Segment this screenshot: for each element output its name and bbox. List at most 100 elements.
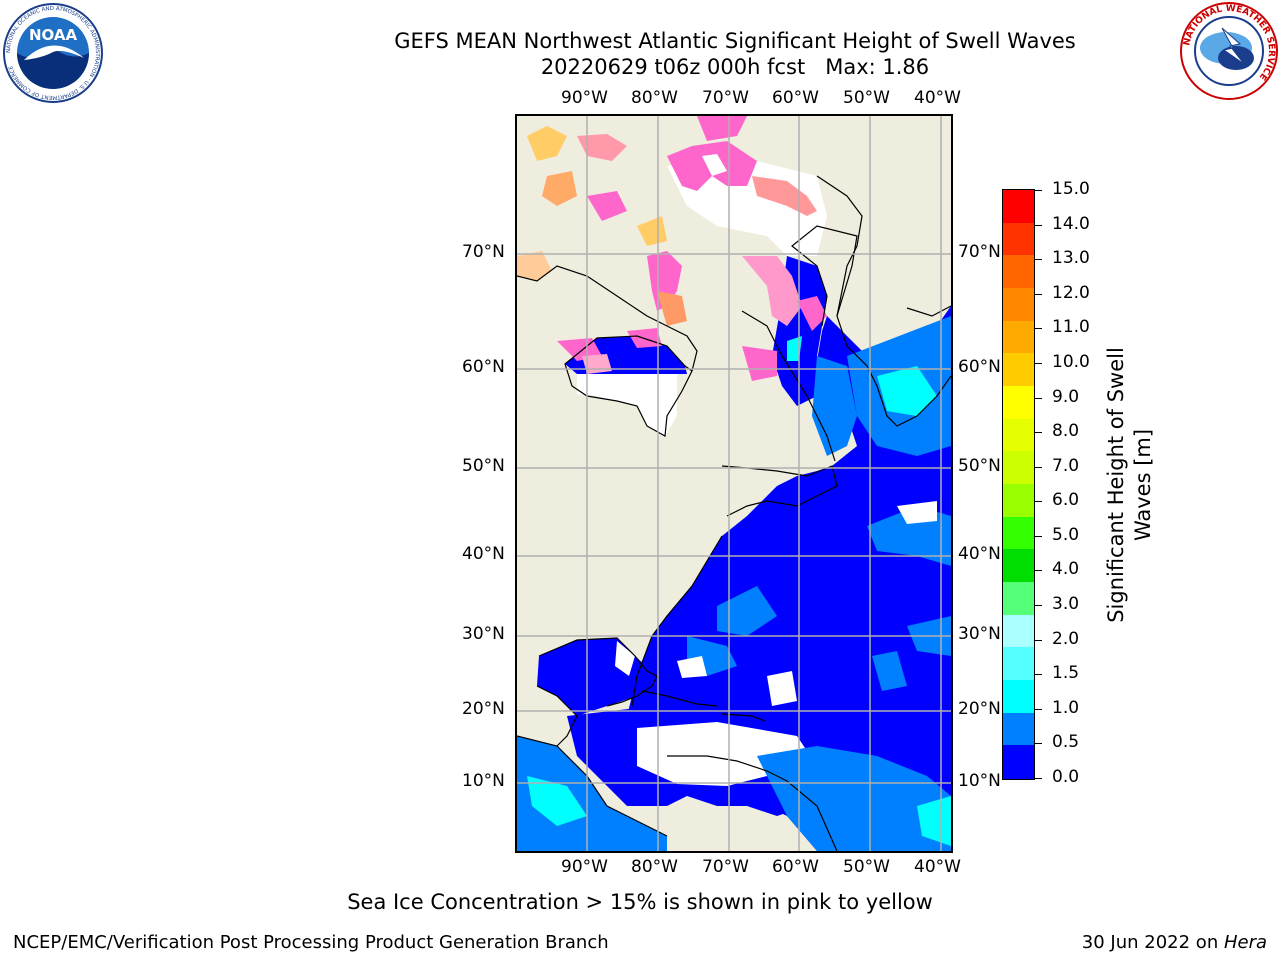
lat-label-right: 60°N	[958, 357, 1001, 377]
colorbar-cell	[1003, 386, 1034, 420]
lat-label-left: 70°N	[462, 242, 505, 262]
colorbar	[1002, 189, 1035, 780]
colorbar-tick-mark	[1034, 397, 1042, 399]
swell-height-map	[517, 116, 951, 851]
lon-label-bottom: 60°W	[772, 857, 819, 877]
colorbar-cell	[1003, 190, 1034, 224]
colorbar-tick-mark	[1034, 259, 1042, 261]
colorbar-tick-label: 1.0	[1052, 697, 1080, 718]
svg-text:NOAA: NOAA	[29, 26, 78, 44]
colorbar-cell	[1003, 288, 1034, 322]
colorbar-tick-label: 6.0	[1052, 490, 1080, 511]
swell-patch-high	[917, 796, 951, 846]
sea-ice	[702, 154, 727, 176]
colorbar-label: Significant Height of Swell Waves [m]	[1103, 347, 1157, 623]
colorbar-tick-label: 9.0	[1052, 386, 1080, 407]
colorbar-tick-label: 5.0	[1052, 524, 1080, 545]
chart-title: GEFS MEAN Northwest Atlantic Significant…	[394, 29, 1076, 53]
colorbar-tick-label: 7.0	[1052, 455, 1080, 476]
colorbar-cell	[1003, 516, 1034, 550]
noaa-logo: NOAA NATIONAL OCEANIC AND ATMOSPHERIC AD…	[2, 2, 104, 104]
sea-ice	[742, 346, 777, 381]
colorbar-cell	[1003, 582, 1034, 616]
lon-label-bottom: 80°W	[631, 857, 678, 877]
lat-label-right: 40°N	[958, 544, 1001, 564]
colorbar-cell	[1003, 451, 1034, 485]
sea-ice	[637, 216, 667, 246]
colorbar-tick-mark	[1034, 570, 1042, 572]
lat-label-right: 10°N	[958, 771, 1001, 791]
lon-label-top: 60°W	[772, 88, 819, 108]
calm-patch	[897, 501, 937, 524]
colorbar-tick-label: 2.0	[1052, 628, 1080, 649]
colorbar-tick-label: 8.0	[1052, 421, 1080, 442]
footer-branch: NCEP/EMC/Verification Post Processing Pr…	[13, 932, 609, 953]
lon-label-bottom: 70°W	[702, 857, 749, 877]
sea-ice	[517, 251, 552, 281]
sea-ice-note: Sea Ice Concentration > 15% is shown in …	[347, 890, 933, 914]
colorbar-tick-mark	[1034, 432, 1042, 434]
colorbar-tick-label: 12.0	[1052, 282, 1090, 303]
footer-date-text: 30 Jun 2022 on	[1081, 932, 1224, 953]
lon-label-top: 80°W	[631, 88, 678, 108]
lat-label-left: 10°N	[462, 771, 505, 791]
colorbar-tick-mark	[1034, 328, 1042, 330]
colorbar-tick-mark	[1034, 708, 1042, 710]
lon-label-bottom: 50°W	[843, 857, 890, 877]
coastlines	[517, 175, 951, 851]
colorbar-cell	[1003, 647, 1034, 681]
footer-date: 30 Jun 2022 on Hera	[1082, 932, 1267, 953]
lon-label-top: 50°W	[843, 88, 890, 108]
colorbar-tick-label: 4.0	[1052, 559, 1080, 580]
sea-ice	[587, 191, 627, 221]
nws-logo: NATIONAL WEATHER SERVICE	[1178, 0, 1280, 102]
pacific-higher	[527, 776, 587, 826]
sea-ice	[527, 126, 567, 161]
sea-ice	[542, 171, 577, 206]
lon-label-top: 90°W	[561, 88, 608, 108]
lat-label-right: 70°N	[958, 242, 1001, 262]
colorbar-tick-label: 14.0	[1052, 213, 1090, 234]
lon-label-top: 70°W	[702, 88, 749, 108]
swell-patch-high	[877, 366, 937, 416]
colorbar-cell	[1003, 680, 1034, 714]
colorbar-tick-mark	[1034, 535, 1042, 537]
colorbar-tick-label: 11.0	[1052, 317, 1090, 338]
colorbar-tick-mark	[1034, 674, 1042, 676]
map-frame	[515, 114, 953, 853]
swell-patch-mid	[757, 746, 951, 851]
colorbar-cell	[1003, 549, 1034, 583]
lat-label-left: 50°N	[462, 456, 505, 476]
colorbar-tick-label: 3.0	[1052, 594, 1080, 615]
colorbar-tick-label: 13.0	[1052, 248, 1090, 269]
colorbar-cell	[1003, 484, 1034, 518]
swell-patch-mid	[872, 651, 907, 691]
colorbar-tick-mark	[1034, 639, 1042, 641]
swell-patch-mid	[717, 586, 777, 636]
lat-label-left: 40°N	[462, 544, 505, 564]
lat-label-left: 20°N	[462, 699, 505, 719]
footer-machine: Hera	[1223, 932, 1267, 953]
forecast-subtitle: 20220629 t06z 000h fcst Max: 1.86	[540, 55, 930, 79]
sea-ice	[797, 296, 827, 331]
colorbar-tick-mark	[1034, 605, 1042, 607]
colorbar-label-line: Significant Height of Swell	[1104, 347, 1128, 623]
graticule	[517, 116, 951, 851]
colorbar-tick-label: 1.5	[1052, 663, 1080, 684]
sea-ice	[742, 256, 802, 326]
lat-label-right: 20°N	[958, 699, 1001, 719]
colorbar-cell	[1003, 712, 1034, 746]
colorbar-tick-label: 0.0	[1052, 767, 1080, 787]
colorbar-cell	[1003, 222, 1034, 256]
lat-label-right: 30°N	[958, 624, 1001, 644]
sea-ice	[752, 176, 817, 216]
sea-ice	[697, 116, 747, 141]
hudson-bay-open	[577, 374, 677, 436]
colorbar-cell	[1003, 614, 1034, 648]
colorbar-label-line: Waves [m]	[1131, 428, 1155, 542]
calm-patch	[677, 656, 707, 678]
colorbar-tick-mark	[1034, 362, 1042, 364]
lat-label-right: 50°N	[958, 456, 1001, 476]
colorbar-tick-mark	[1034, 778, 1042, 779]
lat-label-left: 60°N	[462, 357, 505, 377]
